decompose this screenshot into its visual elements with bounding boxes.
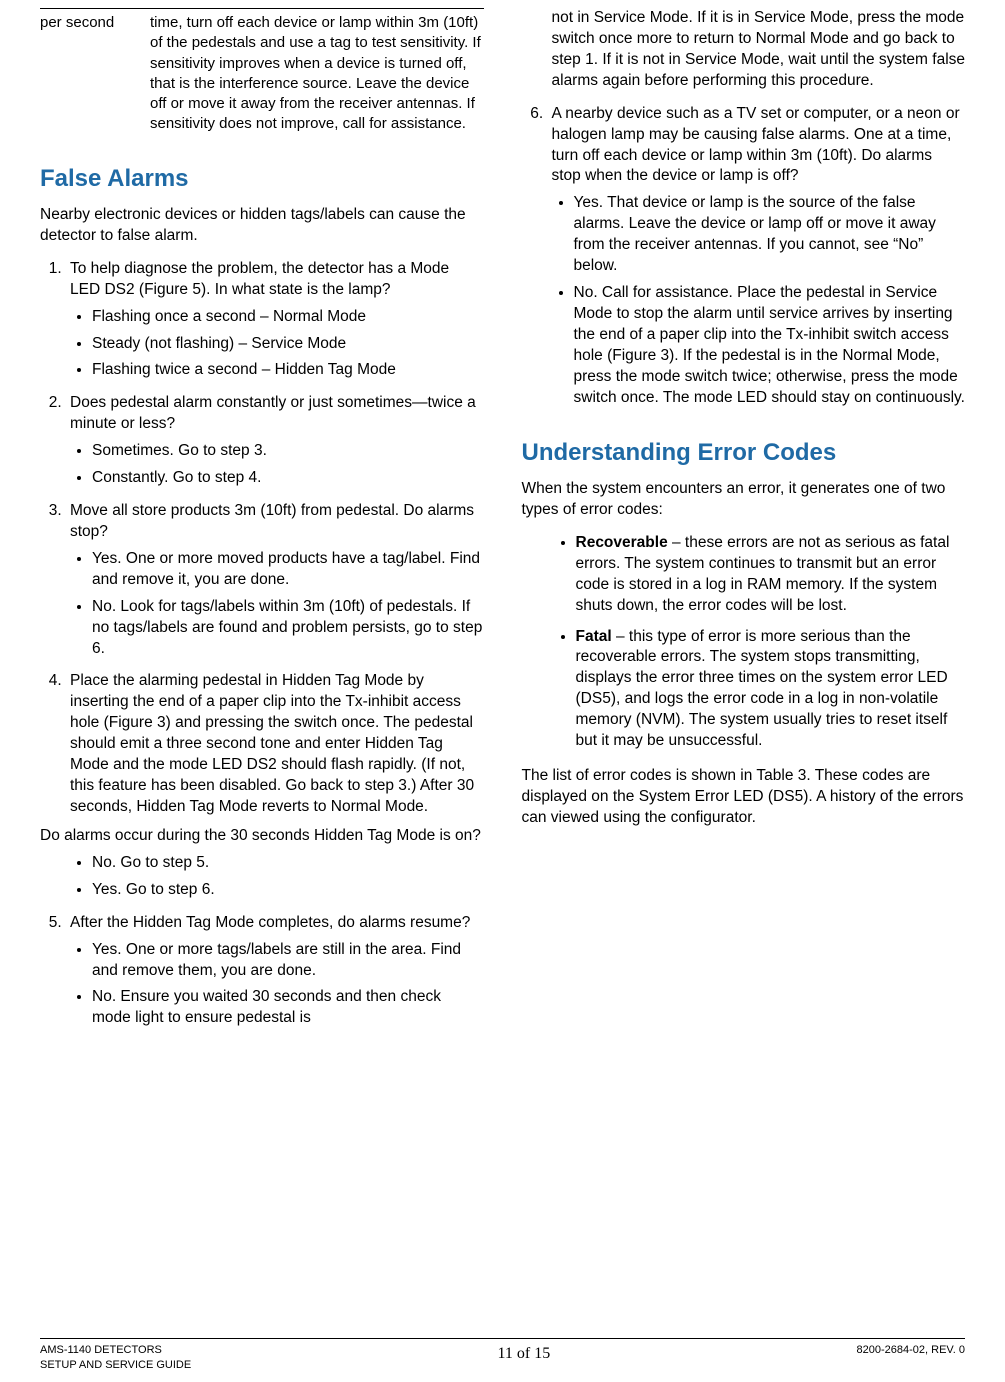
step-text: After the Hidden Tag Mode completes, do … — [70, 913, 484, 934]
list-item: No. Call for assistance. Place the pedes… — [574, 283, 966, 409]
list-item: Constantly. Go to step 4. — [92, 468, 484, 489]
table-cell-symptom: per second — [40, 13, 150, 135]
table-row-divider — [40, 8, 484, 9]
list-item: No. Go to step 5. — [92, 853, 484, 874]
step-6-options: Yes. That device or lamp is the source o… — [552, 193, 966, 408]
step-text: Does pedestal alarm constantly or just s… — [70, 393, 484, 435]
error-code-types: Recoverable – these errors are not as se… — [522, 533, 966, 752]
doc-title: AMS-1140 DETECTORS — [40, 1344, 162, 1356]
list-item: No. Ensure you waited 30 seconds and the… — [92, 987, 484, 1029]
step-1: To help diagnose the problem, the detect… — [66, 259, 484, 382]
step-4-options: No. Go to step 5. Yes. Go to step 6. — [70, 853, 484, 901]
left-column: per second time, turn off each device or… — [40, 8, 484, 1041]
doc-revision: 8200-2684-02, REV. 0 — [857, 1343, 965, 1357]
step-text: Move all store products 3m (10ft) from p… — [70, 501, 484, 543]
right-column: not in Service Mode. If it is in Service… — [522, 8, 966, 1041]
troubleshoot-steps: To help diagnose the problem, the detect… — [40, 259, 484, 1030]
step-text: Place the alarming pedestal in Hidden Ta… — [70, 671, 484, 817]
footer-left: AMS-1140 DETECTORS SETUP AND SERVICE GUI… — [40, 1343, 191, 1372]
term-recoverable: Recoverable — [576, 534, 668, 551]
fatal-desc: – this type of error is more serious tha… — [576, 628, 948, 750]
step-5-continuation: not in Service Mode. If it is in Service… — [522, 8, 966, 92]
list-item: No. Look for tags/labels within 3m (10ft… — [92, 597, 484, 660]
footer-row: AMS-1140 DETECTORS SETUP AND SERVICE GUI… — [40, 1343, 965, 1372]
list-item: Yes. One or more moved products have a t… — [92, 549, 484, 591]
list-item: Sometimes. Go to step 3. — [92, 441, 484, 462]
two-column-layout: per second time, turn off each device or… — [40, 8, 965, 1041]
heading-false-alarms: False Alarms — [40, 163, 484, 195]
error-codes-intro: When the system encounters an error, it … — [522, 479, 966, 521]
troubleshoot-steps-cont: A nearby device such as a TV set or comp… — [522, 104, 966, 409]
step-2-options: Sometimes. Go to step 3. Constantly. Go … — [70, 441, 484, 489]
step-4-question: Do alarms occur during the 30 seconds Hi… — [40, 826, 484, 847]
page-number: 11 of 15 — [498, 1343, 551, 1365]
step-6: A nearby device such as a TV set or comp… — [548, 104, 966, 409]
term-fatal: Fatal — [576, 628, 612, 645]
list-item: Flashing twice a second – Hidden Tag Mod… — [92, 360, 484, 381]
error-type-fatal: Fatal – this type of error is more serio… — [576, 627, 966, 753]
step-5: After the Hidden Tag Mode completes, do … — [66, 913, 484, 1030]
footer-divider — [40, 1338, 965, 1339]
heading-error-codes: Understanding Error Codes — [522, 437, 966, 469]
step-3: Move all store products 3m (10ft) from p… — [66, 501, 484, 659]
error-type-recoverable: Recoverable – these errors are not as se… — [576, 533, 966, 617]
step-2: Does pedestal alarm constantly or just s… — [66, 393, 484, 489]
false-alarms-intro: Nearby electronic devices or hidden tags… — [40, 205, 484, 247]
list-item: Yes. One or more tags/labels are still i… — [92, 940, 484, 982]
error-codes-table-ref: The list of error codes is shown in Tabl… — [522, 766, 966, 829]
step-4: Place the alarming pedestal in Hidden Ta… — [66, 671, 484, 900]
step-5-options: Yes. One or more tags/labels are still i… — [70, 940, 484, 1030]
step-3-options: Yes. One or more moved products have a t… — [70, 549, 484, 660]
list-item: Yes. That device or lamp is the source o… — [574, 193, 966, 277]
step-text: To help diagnose the problem, the detect… — [70, 259, 484, 301]
page-footer: AMS-1140 DETECTORS SETUP AND SERVICE GUI… — [40, 1338, 965, 1372]
step-text: A nearby device such as a TV set or comp… — [552, 104, 966, 188]
list-item: Yes. Go to step 6. — [92, 880, 484, 901]
step-1-options: Flashing once a second – Normal Mode Ste… — [70, 307, 484, 382]
table-cell-action: time, turn off each device or lamp withi… — [150, 13, 484, 135]
interference-table-row: per second time, turn off each device or… — [40, 13, 484, 135]
list-item: Steady (not flashing) – Service Mode — [92, 334, 484, 355]
list-item: Flashing once a second – Normal Mode — [92, 307, 484, 328]
doc-subtitle: SETUP AND SERVICE GUIDE — [40, 1359, 191, 1371]
